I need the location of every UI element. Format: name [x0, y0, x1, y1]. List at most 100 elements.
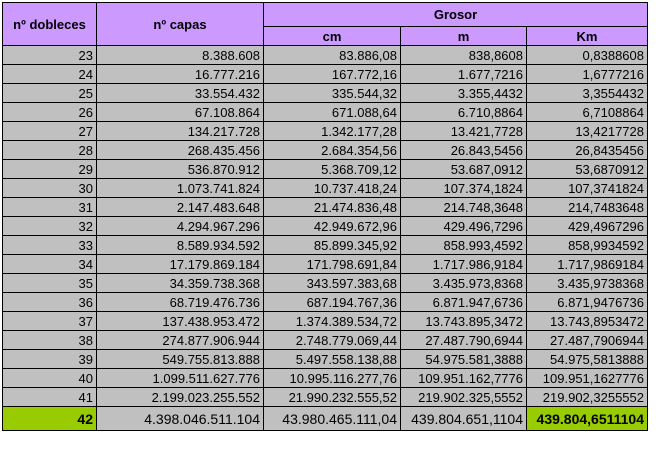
cell-cm[interactable]: 335.544,32	[263, 83, 401, 103]
cell-capas[interactable]: 2.147.483.648	[96, 197, 264, 217]
cell-m[interactable]: 3.435.973,8368	[400, 273, 527, 293]
cell-capas[interactable]: 1.099.511.627.776	[96, 368, 264, 388]
cell-km[interactable]: 107,3741824	[526, 178, 648, 198]
cell-cm[interactable]: 1.342.177,28	[263, 121, 401, 141]
cell-dobleces[interactable]: 41	[2, 387, 97, 407]
cell-km[interactable]: 6,7108864	[526, 102, 648, 122]
cell-cm[interactable]: 21.990.232.555,52	[263, 387, 401, 407]
cell-capas[interactable]: 4.398.046.511.104	[96, 406, 264, 431]
cell-cm[interactable]: 10.737.418,24	[263, 178, 401, 198]
cell-m[interactable]: 109.951.162,7776	[400, 368, 527, 388]
cell-cm[interactable]: 5.497.558.138,88	[263, 349, 401, 369]
cell-km[interactable]: 26,8435456	[526, 140, 648, 160]
cell-capas[interactable]: 2.199.023.255.552	[96, 387, 264, 407]
cell-cm[interactable]: 671.088,64	[263, 102, 401, 122]
cell-km[interactable]: 1,6777216	[526, 64, 648, 84]
cell-capas[interactable]: 1.073.741.824	[96, 178, 264, 198]
cell-km[interactable]: 219.902,3255552	[526, 387, 648, 407]
cell-capas[interactable]: 17.179.869.184	[96, 254, 264, 274]
cell-m[interactable]: 1.677,7216	[400, 64, 527, 84]
cell-m[interactable]: 1.717.986,9184	[400, 254, 527, 274]
cell-capas[interactable]: 8.589.934.592	[96, 235, 264, 255]
cell-km[interactable]: 439.804,6511104	[526, 406, 648, 431]
cell-dobleces[interactable]: 30	[2, 178, 97, 198]
cell-dobleces[interactable]: 35	[2, 273, 97, 293]
cell-dobleces[interactable]: 28	[2, 140, 97, 160]
cell-dobleces[interactable]: 34	[2, 254, 97, 274]
cell-cm[interactable]: 5.368.709,12	[263, 159, 401, 179]
cell-m[interactable]: 26.843,5456	[400, 140, 527, 160]
cell-dobleces[interactable]: 25	[2, 83, 97, 103]
cell-m[interactable]: 838,8608	[400, 45, 527, 65]
header-cm[interactable]: cm	[263, 26, 401, 46]
cell-m[interactable]: 6.710,8864	[400, 102, 527, 122]
cell-capas[interactable]: 268.435.456	[96, 140, 264, 160]
cell-dobleces[interactable]: 32	[2, 216, 97, 236]
cell-m[interactable]: 27.487.790,6944	[400, 330, 527, 350]
cell-dobleces[interactable]: 23	[2, 45, 97, 65]
cell-cm[interactable]: 83.886,08	[263, 45, 401, 65]
cell-km[interactable]: 858,9934592	[526, 235, 648, 255]
cell-cm[interactable]: 2.748.779.069,44	[263, 330, 401, 350]
cell-cm[interactable]: 21.474.836,48	[263, 197, 401, 217]
cell-cm[interactable]: 1.374.389.534,72	[263, 311, 401, 331]
cell-m[interactable]: 13.421,7728	[400, 121, 527, 141]
cell-capas[interactable]: 8.388.608	[96, 45, 264, 65]
cell-dobleces[interactable]: 39	[2, 349, 97, 369]
cell-m[interactable]: 54.975.581,3888	[400, 349, 527, 369]
cell-cm[interactable]: 343.597.383,68	[263, 273, 401, 293]
cell-dobleces[interactable]: 33	[2, 235, 97, 255]
cell-dobleces[interactable]: 42	[2, 406, 97, 431]
cell-capas[interactable]: 33.554.432	[96, 83, 264, 103]
cell-m[interactable]: 439.804.651,1104	[400, 406, 527, 431]
cell-km[interactable]: 54.975,5813888	[526, 349, 648, 369]
cell-km[interactable]: 429,4967296	[526, 216, 648, 236]
cell-dobleces[interactable]: 37	[2, 311, 97, 331]
cell-capas[interactable]: 536.870.912	[96, 159, 264, 179]
cell-m[interactable]: 3.355,4432	[400, 83, 527, 103]
cell-km[interactable]: 3,3554432	[526, 83, 648, 103]
cell-km[interactable]: 3.435,9738368	[526, 273, 648, 293]
header-grosor[interactable]: Grosor	[263, 2, 648, 27]
cell-km[interactable]: 13.743,8953472	[526, 311, 648, 331]
cell-capas[interactable]: 134.217.728	[96, 121, 264, 141]
cell-cm[interactable]: 85.899.345,92	[263, 235, 401, 255]
cell-m[interactable]: 214.748,3648	[400, 197, 527, 217]
header-capas[interactable]: nº capas	[96, 2, 264, 46]
cell-km[interactable]: 27.487,7906944	[526, 330, 648, 350]
cell-m[interactable]: 219.902.325,5552	[400, 387, 527, 407]
cell-km[interactable]: 53,6870912	[526, 159, 648, 179]
cell-dobleces[interactable]: 38	[2, 330, 97, 350]
cell-capas[interactable]: 4.294.967.296	[96, 216, 264, 236]
header-dobleces[interactable]: nº dobleces	[2, 2, 97, 46]
cell-dobleces[interactable]: 29	[2, 159, 97, 179]
cell-capas[interactable]: 68.719.476.736	[96, 292, 264, 312]
cell-cm[interactable]: 687.194.767,36	[263, 292, 401, 312]
header-km[interactable]: Km	[526, 26, 648, 46]
cell-dobleces[interactable]: 31	[2, 197, 97, 217]
cell-cm[interactable]: 2.684.354,56	[263, 140, 401, 160]
cell-cm[interactable]: 171.798.691,84	[263, 254, 401, 274]
header-m[interactable]: m	[400, 26, 527, 46]
cell-m[interactable]: 6.871.947,6736	[400, 292, 527, 312]
cell-m[interactable]: 429.496,7296	[400, 216, 527, 236]
cell-cm[interactable]: 43.980.465.111,04	[263, 406, 401, 431]
cell-km[interactable]: 109.951,1627776	[526, 368, 648, 388]
cell-capas[interactable]: 137.438.953.472	[96, 311, 264, 331]
cell-km[interactable]: 6.871,9476736	[526, 292, 648, 312]
cell-dobleces[interactable]: 24	[2, 64, 97, 84]
cell-m[interactable]: 107.374,1824	[400, 178, 527, 198]
cell-cm[interactable]: 10.995.116.277,76	[263, 368, 401, 388]
cell-dobleces[interactable]: 26	[2, 102, 97, 122]
cell-capas[interactable]: 549.755.813.888	[96, 349, 264, 369]
cell-dobleces[interactable]: 40	[2, 368, 97, 388]
cell-capas[interactable]: 274.877.906.944	[96, 330, 264, 350]
cell-km[interactable]: 0,8388608	[526, 45, 648, 65]
cell-km[interactable]: 214,7483648	[526, 197, 648, 217]
cell-m[interactable]: 858.993,4592	[400, 235, 527, 255]
cell-m[interactable]: 13.743.895,3472	[400, 311, 527, 331]
cell-capas[interactable]: 16.777.216	[96, 64, 264, 84]
cell-km[interactable]: 13,4217728	[526, 121, 648, 141]
cell-capas[interactable]: 34.359.738.368	[96, 273, 264, 293]
cell-cm[interactable]: 167.772,16	[263, 64, 401, 84]
